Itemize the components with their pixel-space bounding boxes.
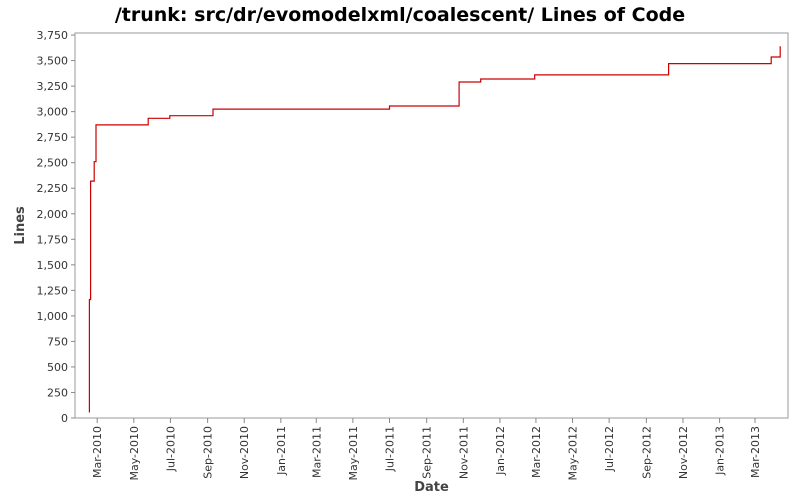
x-tick-label: Nov-2011 [457,426,470,479]
y-tick-label: 3,750 [37,29,69,42]
x-tick-label: Sep-2011 [421,426,434,479]
chart-title: /trunk: src/dr/evomodelxml/coalescent/ L… [114,4,686,26]
x-tick-label: May-2011 [347,426,360,481]
x-axis: Mar-2010 May-2010 Jul-2010 Sep-2010 Nov-2010… [91,418,762,481]
series-layer [88,46,781,413]
y-axis-title: Lines [13,206,28,245]
x-tick-label: May-2010 [128,426,141,481]
y-tick-label: 2,000 [37,208,69,221]
x-tick-label: Jul-2011 [383,426,396,472]
y-tick-label: 0 [61,412,68,425]
y-tick-label: 1,000 [37,310,69,323]
x-tick-label: Mar-2013 [749,426,762,478]
series-line [88,46,781,413]
y-tick-label: 3,000 [37,106,69,119]
plot-area [74,32,789,419]
x-tick-label: Nov-2010 [238,426,251,479]
y-tick-label: 3,250 [37,80,69,93]
y-tick-label: 1,250 [37,284,69,297]
x-tick-label: Jul-2012 [603,426,616,472]
y-tick-label: 2,250 [37,182,69,195]
x-tick-label: Mar-2012 [530,426,543,478]
y-tick-label: 750 [47,335,68,348]
y-tick-label: 3,500 [37,55,69,68]
x-tick-label: Mar-2010 [91,426,104,478]
x-tick-label: Mar-2011 [310,426,323,478]
x-tick-label: May-2012 [567,426,580,481]
y-tick-label: 1,750 [37,233,69,246]
x-tick-label: Sep-2012 [640,426,653,479]
x-tick-label: Jan-2013 [714,426,727,476]
y-tick-label: 500 [47,361,68,374]
y-tick-label: 250 [47,386,68,399]
x-tick-label: Sep-2010 [202,426,215,479]
y-tick-label: 2,500 [37,157,69,170]
x-tick-label: Jul-2010 [164,426,177,472]
y-tick-label: 1,500 [37,259,69,272]
y-axis: 0 250 500 750 1,000 1,250 1,500 1,750 2,000 2,250… [37,29,75,425]
x-axis-title: Date [414,480,449,495]
x-tick-label: Jan-2012 [494,426,507,476]
y-tick-label: 2,750 [37,131,69,144]
x-tick-label: Nov-2012 [677,426,690,479]
x-tick-label: Jan-2011 [275,426,288,476]
